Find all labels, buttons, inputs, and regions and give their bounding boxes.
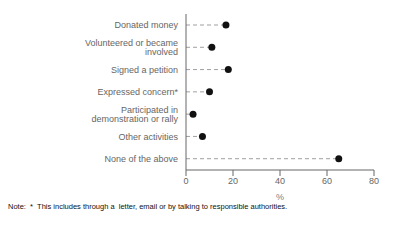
svg-text:Donated money: Donated money (114, 20, 178, 30)
svg-text:%: % (276, 192, 284, 200)
svg-text:Other activities: Other activities (118, 132, 178, 142)
svg-text:0: 0 (183, 176, 188, 186)
svg-text:Expressed concern*: Expressed concern* (97, 87, 178, 97)
svg-text:80: 80 (369, 176, 379, 186)
svg-text:20: 20 (228, 176, 238, 186)
svg-text:Participated indemonstration o: Participated indemonstration or rally (91, 105, 178, 124)
svg-text:None of the above: None of the above (104, 154, 178, 164)
svg-text:Volunteered or becameinvolved: Volunteered or becameinvolved (85, 38, 178, 57)
html-text:Note: * This includes through: Note: * This includes through a letter, … (8, 202, 288, 211)
svg-text:Signed a petition: Signed a petition (111, 65, 178, 75)
svg-text:60: 60 (322, 176, 332, 186)
svg-text:40: 40 (275, 176, 285, 186)
